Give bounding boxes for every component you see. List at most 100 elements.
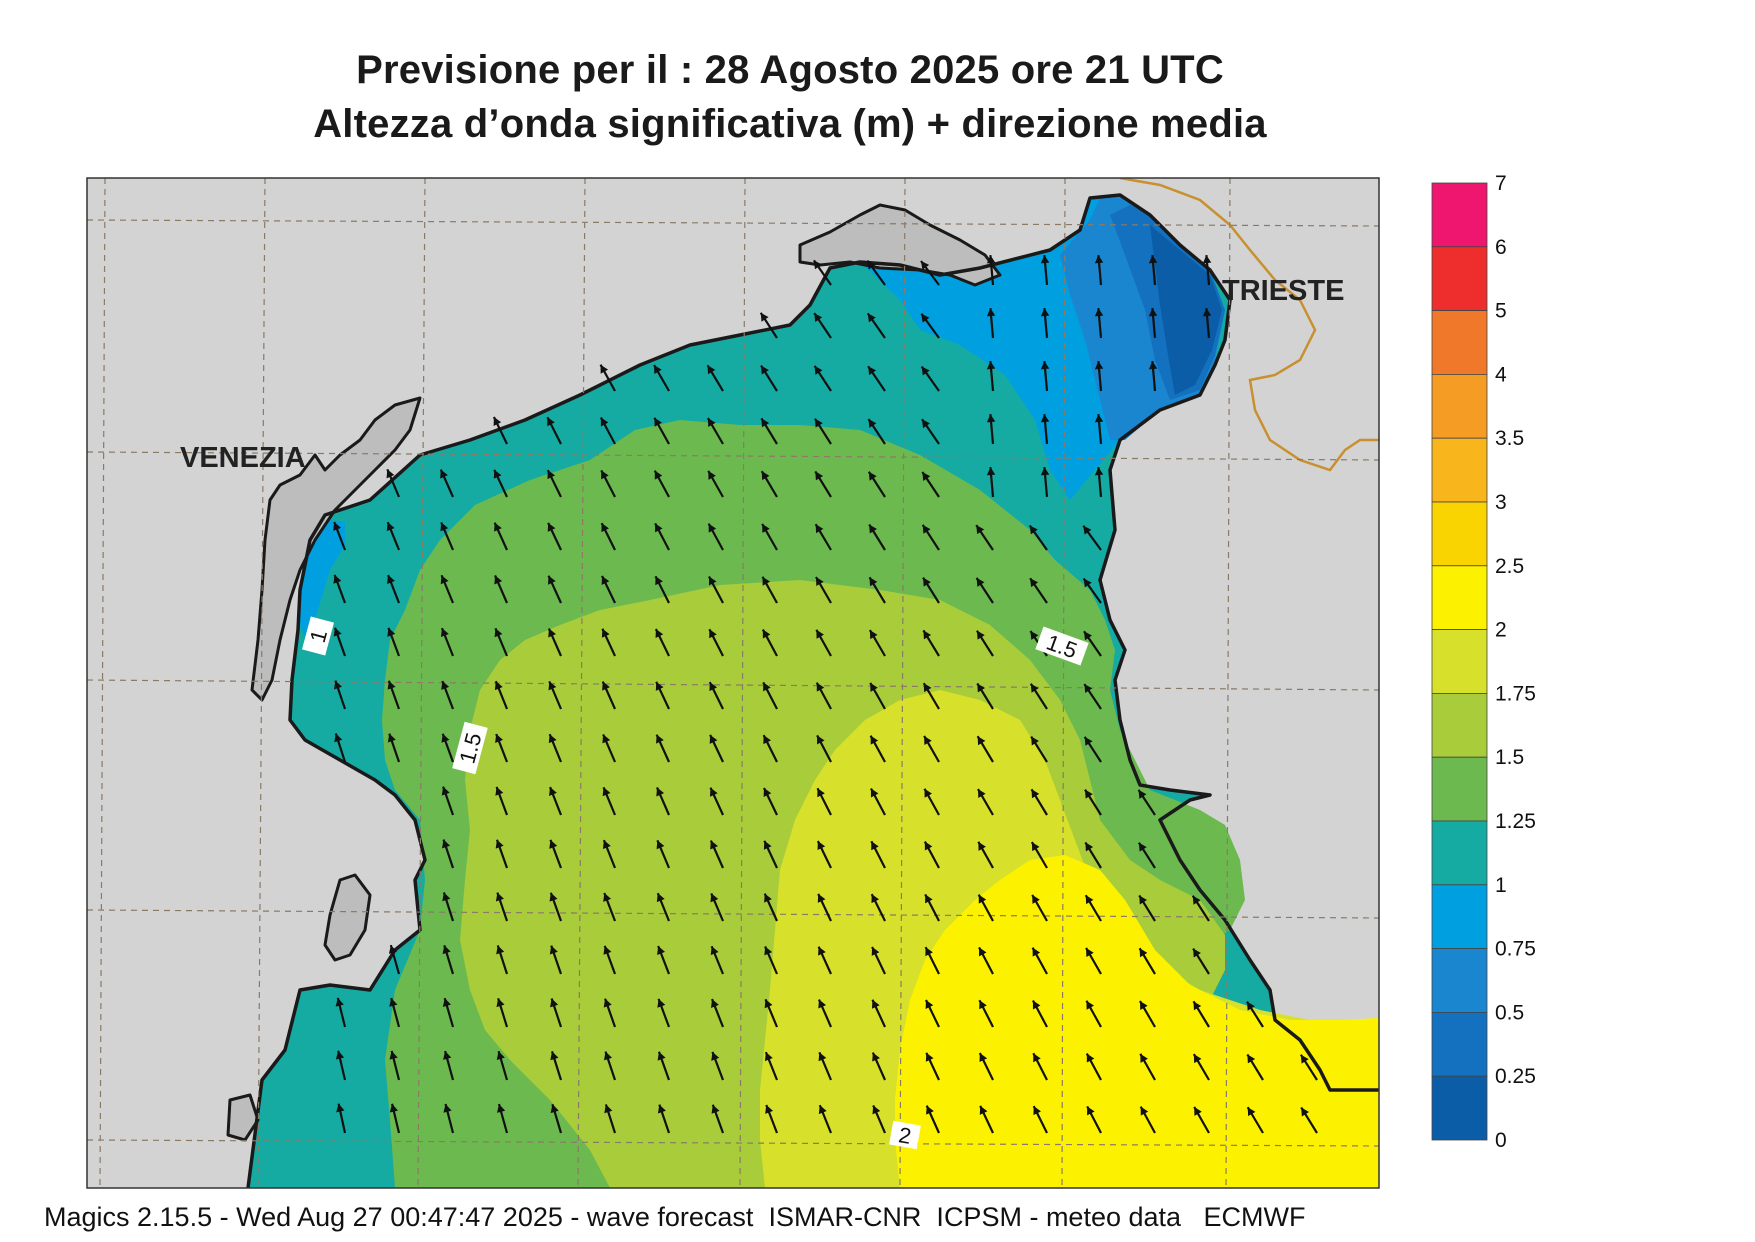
wave-arrow-head [601, 628, 610, 638]
wave-arrow-head [547, 575, 556, 585]
colorbar-swatch [1431, 820, 1488, 886]
wave-arrow-head [978, 841, 986, 851]
wave-arrow-head [709, 787, 718, 797]
wave-arrow-head [986, 255, 996, 264]
colorbar-swatch [1431, 884, 1488, 949]
wave-arrow-head [979, 947, 987, 957]
wave-arrow-head [1033, 1106, 1042, 1116]
map-title-line1: Previsione per il : 28 Agosto 2025 ore 2… [356, 48, 1224, 92]
wave-arrow-head [1193, 1001, 1202, 1011]
wave-arrow-head [1083, 578, 1092, 588]
wave-arrow-head [443, 1103, 452, 1113]
wave-arrow-head [867, 313, 876, 323]
wave-arrow-head [925, 947, 933, 957]
wave-arrow-head [762, 629, 771, 639]
wave-arrow-head [1083, 525, 1092, 535]
wave-arrow-head [1040, 255, 1050, 264]
wave-arrow-head [387, 733, 396, 743]
wave-arrow-head [493, 417, 502, 426]
colorbar-swatch [1431, 756, 1488, 822]
wave-arrow-head [1086, 947, 1094, 957]
wave-arrow-head [817, 893, 826, 903]
wave-arrow-head [496, 945, 505, 955]
wave-arrow-head [711, 1051, 720, 1061]
wave-arrow-head [602, 787, 611, 797]
coastline [87, 178, 1100, 1188]
wave-arrow-head [333, 627, 342, 637]
wave-arrow-head [1085, 842, 1094, 852]
wave-arrow-head [709, 734, 718, 744]
band-0-0.25 [1150, 225, 1222, 395]
wave-arrow-head [816, 629, 824, 639]
wave-arrow-head [761, 418, 770, 428]
wave-arrow-head [707, 418, 716, 428]
colorbar-swatch [1431, 182, 1488, 248]
colorbar-tick-label: 1.75 [1495, 682, 1536, 705]
wave-arrow-head [656, 840, 665, 850]
wave-arrow-head [710, 946, 719, 956]
wave-arrow-head [657, 1104, 666, 1114]
wave-arrow-head [870, 788, 879, 798]
wave-arrow-head [762, 523, 770, 533]
wave-arrow-head [764, 893, 772, 903]
wave-arrow-head [1086, 1053, 1095, 1063]
wave-arrow-head [1139, 895, 1148, 905]
wave-arrow-head [925, 999, 934, 1009]
wave-arrow-head [1032, 1000, 1041, 1010]
wave-arrow-head [550, 998, 559, 1008]
wave-arrow-head [922, 524, 931, 534]
national-border [1119, 178, 1379, 472]
wave-arrow-head [763, 682, 771, 692]
contour-label-2: 2 [889, 1120, 921, 1150]
wave-arrow-head [708, 523, 717, 533]
colorbar-tick-label: 0 [1495, 1129, 1507, 1152]
wave-arrow-head [708, 470, 716, 480]
wave-arrow-head [923, 630, 932, 640]
wave-arrow-head [495, 839, 504, 849]
wave-arrow-head [814, 418, 823, 428]
wave-arrow-head [496, 998, 505, 1008]
wave-arrow-head [1040, 308, 1050, 317]
colorbar-swatch [1431, 693, 1488, 758]
colorbar-swatch [1431, 246, 1488, 312]
wave-arrow-head [602, 840, 611, 850]
wave-arrow-head [814, 313, 823, 323]
wave-arrow-head [602, 681, 610, 691]
wave-arrow-head [600, 417, 609, 427]
wave-arrow-head [389, 998, 398, 1007]
wave-arrow-head [922, 419, 930, 429]
wave-arrow-head [389, 1050, 398, 1060]
colorbar-tick-label: 0.25 [1495, 1065, 1536, 1088]
wave-arrow-head [1140, 1053, 1148, 1063]
colorbar-tick-label: 7 [1495, 172, 1507, 195]
wave-arrow-head [711, 999, 719, 1009]
wave-arrow-head [1094, 414, 1104, 423]
wave-arrow-head [868, 471, 877, 481]
wave-arrow-head [1202, 308, 1212, 317]
wave-arrow-head [763, 840, 772, 850]
wave-arrow-head [550, 1104, 559, 1114]
wave-arrow-head [815, 471, 824, 481]
colorbar-tick-label: 3 [1495, 491, 1507, 514]
wave-arrow-head [708, 576, 717, 586]
wave-height-field [248, 195, 1379, 1188]
wave-arrow-head [867, 260, 876, 270]
wave-arrow-head [549, 945, 558, 955]
wave-arrow-head [763, 735, 771, 745]
colorbar-swatch [1431, 310, 1488, 375]
wave-arrow-head [441, 680, 450, 690]
wave-arrow-head [813, 260, 822, 270]
map-frame [86, 177, 1380, 1189]
wave-arrow-head [871, 841, 879, 851]
wave-arrow-head [655, 681, 664, 691]
wave-arrow-head [654, 364, 662, 374]
wave-arrow-head [1139, 948, 1148, 958]
wave-arrow-head [1087, 1106, 1095, 1116]
wave-arrow-head [654, 470, 663, 480]
wave-arrow-head [977, 789, 986, 799]
wave-arrow-head [978, 894, 987, 904]
wave-arrow-head [1193, 1054, 1202, 1064]
wave-arrow-head [818, 1052, 827, 1062]
wave-arrow-head [1138, 789, 1147, 799]
wave-arrow-head [763, 787, 772, 797]
